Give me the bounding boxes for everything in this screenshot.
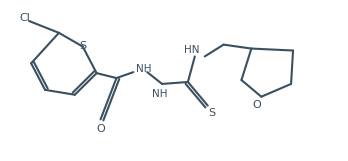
- Text: S: S: [208, 108, 215, 118]
- Text: O: O: [252, 99, 261, 110]
- Text: NH: NH: [152, 89, 168, 99]
- Text: NH: NH: [136, 64, 152, 74]
- Text: O: O: [96, 124, 105, 134]
- Text: S: S: [79, 41, 86, 51]
- Text: Cl: Cl: [19, 13, 30, 23]
- Text: HN: HN: [184, 45, 200, 55]
